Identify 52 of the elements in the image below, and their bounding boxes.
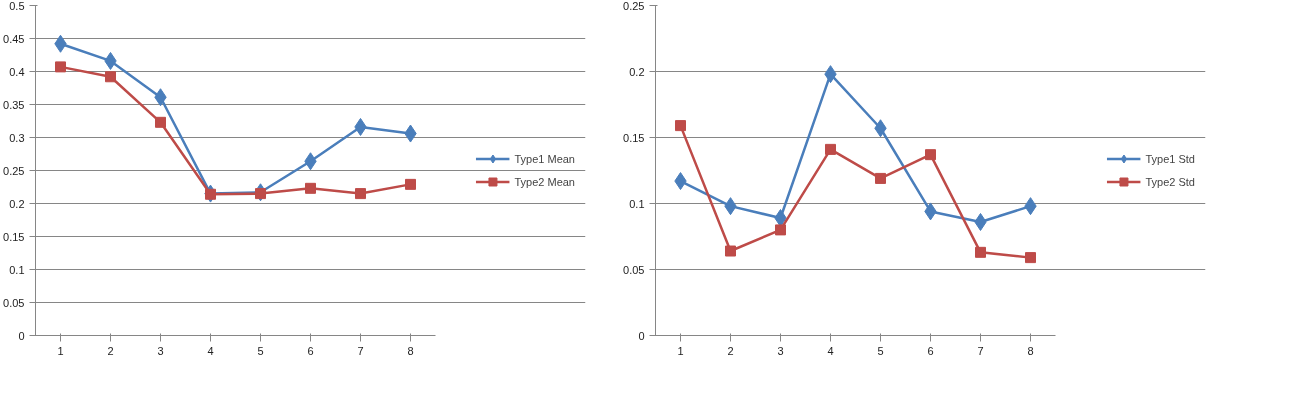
y-tick-label: 0.2 — [9, 197, 25, 210]
point — [305, 182, 316, 194]
legend-label: Type2 Mean — [514, 175, 575, 188]
x-tick-label: 1 — [677, 344, 684, 357]
x-tick-label: 6 — [927, 344, 934, 357]
x-tick-label: 3 — [777, 344, 784, 357]
y-tick-label: 0.5 — [9, 0, 25, 12]
x-tick-label: 5 — [877, 344, 884, 357]
y-tick-label: 0.25 — [3, 164, 25, 177]
y-tick-label: 0.1 — [629, 197, 645, 210]
x-tick-label: 8 — [407, 344, 414, 357]
point — [925, 149, 936, 161]
x-tick-label: 3 — [157, 344, 164, 357]
x-tick-label: 5 — [257, 344, 264, 357]
x-tick-label: 2 — [727, 344, 734, 357]
x-tick-label: 2 — [107, 344, 114, 357]
point — [405, 178, 416, 190]
legend-label: Type1 Mean — [514, 152, 575, 165]
legend-label: Type1 Std — [1145, 152, 1195, 165]
y-tick-label: 0.35 — [3, 98, 25, 111]
y-tick-label: 0.4 — [9, 65, 25, 78]
y-tick-label: 0 — [18, 329, 25, 342]
point — [875, 172, 886, 184]
x-tick-label: 4 — [207, 344, 214, 357]
x-tick-label: 1 — [57, 344, 64, 357]
point — [55, 61, 66, 73]
point — [355, 188, 366, 200]
y-tick-label: 0 — [638, 329, 645, 342]
point — [155, 116, 166, 128]
y-tick-label: 0.1 — [9, 263, 25, 276]
y-tick-label: 0.3 — [9, 131, 25, 144]
y-tick-label: 0.05 — [3, 296, 25, 309]
point — [105, 71, 116, 83]
point — [825, 143, 836, 155]
y-tick-label: 0.45 — [3, 32, 25, 45]
x-tick-label: 7 — [977, 344, 984, 357]
y-tick-label: 0.2 — [629, 65, 645, 78]
y-tick-label: 0.15 — [3, 230, 25, 243]
y-tick-label: 0.25 — [623, 0, 645, 12]
point — [675, 120, 686, 132]
x-tick-label: 7 — [357, 344, 364, 357]
point — [975, 246, 986, 258]
point — [1025, 252, 1036, 264]
point — [725, 245, 736, 257]
x-tick-label: 8 — [1027, 344, 1034, 357]
y-tick-label: 0.05 — [623, 263, 645, 276]
point — [205, 188, 216, 200]
point — [775, 224, 786, 236]
x-tick-label: 6 — [307, 344, 314, 357]
legend-label: Type2 Std — [1145, 175, 1195, 188]
y-tick-label: 0.15 — [623, 131, 645, 144]
x-tick-label: 4 — [827, 344, 834, 357]
